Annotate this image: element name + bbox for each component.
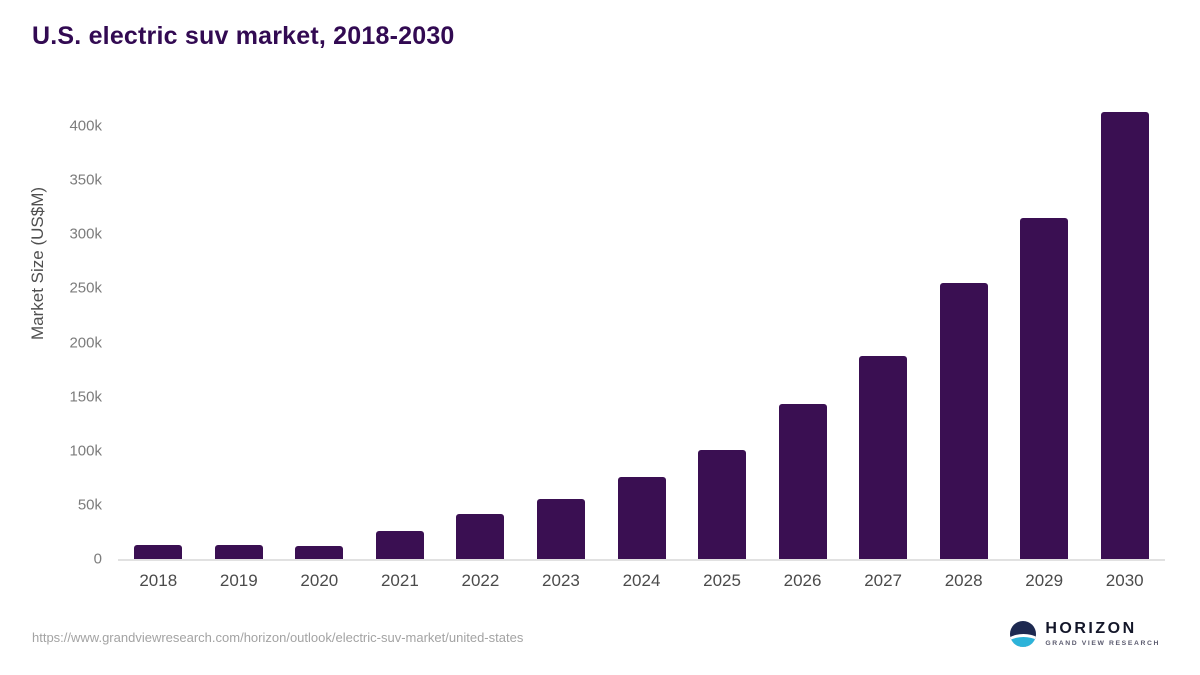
y-tick-label: 50k — [77, 496, 102, 514]
y-axis-title: Market Size (US$M) — [28, 186, 47, 340]
x-tick-label: 2021 — [380, 571, 419, 590]
bar-2024 — [617, 476, 666, 559]
chart-title: U.S. electric suv market, 2018-2030 — [32, 22, 455, 50]
bar-2027 — [859, 355, 908, 559]
bar-2021 — [375, 530, 424, 559]
y-tick-label: 400k — [69, 117, 102, 135]
x-tick-label: 2030 — [1105, 571, 1144, 590]
logo-title: HORIZON — [1045, 620, 1137, 637]
x-tick-label: 2027 — [864, 571, 903, 590]
x-tick-label: 2018 — [139, 571, 178, 590]
x-tick-label: 2020 — [300, 571, 339, 590]
y-tick-label: 350k — [69, 171, 102, 189]
plot-area: 0 50k 100k 150k 200k 250k 300k 350k 400k 2018 2019… — [69, 99, 1165, 590]
logo-subtitle: GRAND VIEW RESEARCH — [1045, 639, 1160, 647]
bar-2026 — [778, 404, 827, 559]
x-tick-label: 2025 — [703, 571, 741, 590]
horizon-logo-icon — [1010, 620, 1037, 647]
bar-2030 — [1100, 112, 1149, 559]
bar-2019 — [214, 544, 263, 559]
x-tick-label: 2019 — [219, 571, 258, 590]
source-url: https://www.grandviewresearch.com/horizo… — [32, 630, 524, 645]
bar-2025 — [698, 449, 747, 559]
x-tick-label: 2028 — [944, 571, 983, 590]
x-tick-label: 2024 — [622, 571, 661, 590]
bar-2020 — [295, 546, 344, 559]
horizon-logo-text: HORIZON GRAND VIEW RESEARCH — [1045, 620, 1160, 647]
y-tick-label: 250k — [69, 279, 102, 297]
bar-2018 — [134, 544, 183, 559]
horizon-logo: HORIZON GRAND VIEW RESEARCH — [1010, 620, 1160, 647]
x-tick-label: 2026 — [783, 571, 822, 590]
x-tick-label: 2029 — [1025, 571, 1064, 590]
bar-2022 — [456, 513, 505, 559]
x-tick-label: 2023 — [542, 571, 580, 590]
y-tick-label: 150k — [69, 388, 102, 406]
bar-2028 — [939, 283, 988, 559]
y-tick-label: 0 — [93, 550, 102, 568]
x-tick-label: 2022 — [461, 571, 500, 590]
y-tick-label: 300k — [69, 225, 102, 243]
y-tick-label: 200k — [69, 334, 102, 352]
bar-2029 — [1020, 218, 1069, 559]
y-tick-label: 100k — [69, 442, 102, 460]
bar-2023 — [536, 499, 585, 559]
